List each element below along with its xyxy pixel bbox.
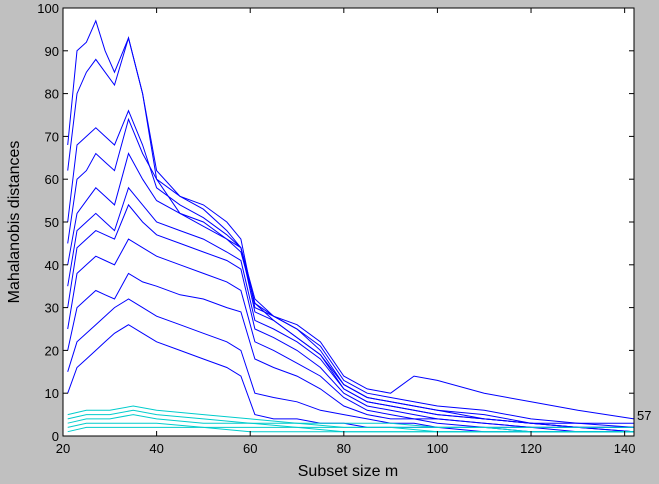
y-tick-label: 0 bbox=[52, 429, 59, 444]
series-line-13 bbox=[67, 409, 634, 433]
series-line-9 bbox=[67, 272, 634, 433]
series-line-4 bbox=[67, 117, 634, 424]
y-tick-label: 70 bbox=[45, 129, 59, 144]
x-tick-label: 40 bbox=[149, 441, 163, 456]
x-tick-label: 120 bbox=[520, 441, 542, 456]
y-tick-label: 20 bbox=[45, 343, 59, 358]
x-axis-label: Subset size m bbox=[298, 463, 398, 480]
y-tick-label: 50 bbox=[45, 215, 59, 230]
series-line-16 bbox=[67, 426, 634, 433]
series-line-7 bbox=[67, 203, 635, 433]
x-tick-label: 60 bbox=[243, 441, 257, 456]
y-axis: 0 10 20 30 40 50 60 70 80 90 100 bbox=[37, 1, 634, 444]
series-line-5 bbox=[67, 152, 634, 428]
x-tick-label: 80 bbox=[337, 441, 351, 456]
end-label: 57 bbox=[637, 408, 651, 423]
series-line-8 bbox=[67, 238, 635, 433]
y-tick-label: 90 bbox=[45, 44, 59, 59]
y-tick-label: 40 bbox=[45, 258, 59, 273]
y-tick-label: 80 bbox=[45, 87, 59, 102]
series-line-6 bbox=[67, 186, 634, 428]
x-tick-label: 20 bbox=[56, 441, 70, 456]
x-axis: 20 40 60 80 100 120 140 bbox=[56, 8, 636, 456]
y-axis-label: Mahalanobis distances bbox=[6, 141, 23, 304]
x-tick-label: 140 bbox=[614, 441, 636, 456]
y-tick-label: 30 bbox=[45, 301, 59, 316]
y-tick-label: 100 bbox=[37, 1, 59, 16]
y-tick-label: 10 bbox=[45, 386, 59, 401]
y-tick-label: 60 bbox=[45, 172, 59, 187]
plot-area bbox=[63, 8, 634, 436]
x-tick-label: 100 bbox=[427, 441, 449, 456]
series-layer bbox=[67, 19, 635, 433]
